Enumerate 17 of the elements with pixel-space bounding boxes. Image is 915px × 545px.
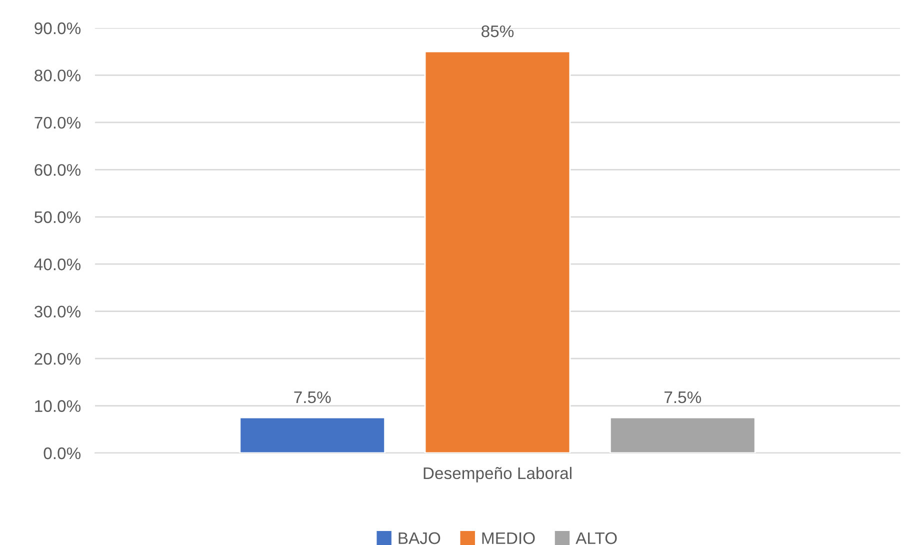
- y-tick-label: 70.0%: [34, 116, 81, 129]
- y-tick-label: 30.0%: [34, 306, 81, 318]
- legend-label: MEDIO: [482, 532, 535, 544]
- y-tick-label: 10.0%: [35, 400, 81, 412]
- y-tick-label: 80.0%: [34, 70, 81, 82]
- y-tick-label: 40.0%: [34, 258, 81, 270]
- y-tick-label: 0.0%: [44, 447, 81, 460]
- x-tick-label: Desempeño Laboral: [424, 466, 572, 482]
- y-tick-label: 50.0%: [34, 211, 81, 224]
- data-label: 7.5%: [294, 391, 331, 404]
- y-tick-label: 90.0%: [34, 22, 81, 34]
- y-tick-label: 20.0%: [34, 352, 81, 365]
- legend-label: BAJO: [398, 532, 440, 544]
- legend-label: ALTO: [576, 532, 617, 544]
- data-label: 85%: [482, 25, 514, 38]
- data-label: 7.5%: [664, 391, 702, 404]
- y-tick-label: 60.0%: [34, 164, 81, 176]
